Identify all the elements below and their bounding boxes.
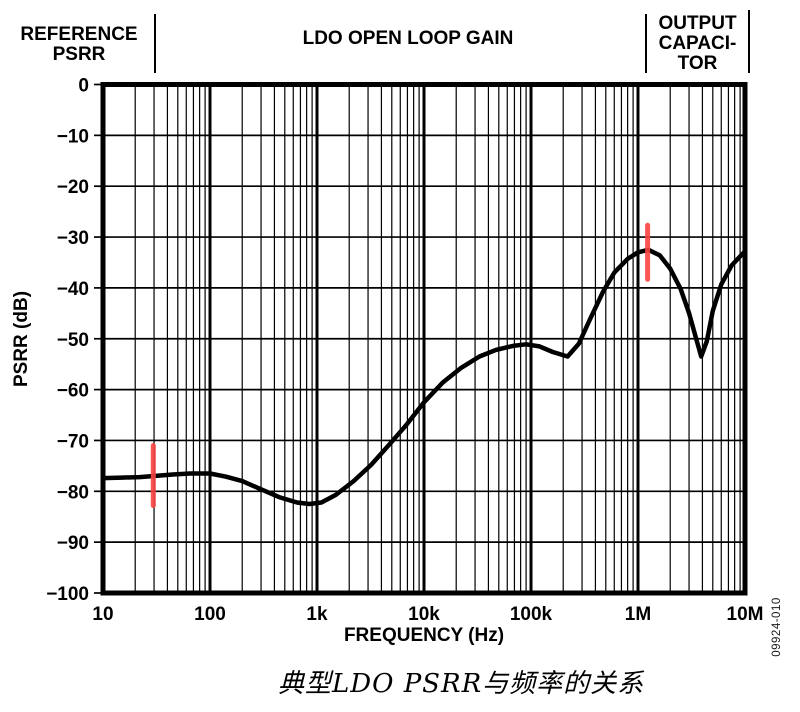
- psrr-curve: [100, 247, 748, 507]
- x-axis-label: FREQUENCY (Hz): [343, 625, 505, 646]
- figure-number: 09924-010: [771, 597, 783, 657]
- region-label-ldo-open-loop-gain: LDO OPEN LOOP GAIN: [302, 28, 514, 49]
- region-divider-left: [154, 14, 156, 73]
- y-tick-label: −10: [57, 126, 89, 147]
- region-label-output-capacitor-line3: TOR: [677, 53, 718, 74]
- y-tick-label: −40: [57, 279, 89, 300]
- region-label-reference-psrr-line2: PSRR: [52, 44, 106, 65]
- plot-border: [100, 82, 748, 596]
- x-tick-label: 1M: [625, 604, 651, 625]
- y-tick-label: −20: [57, 177, 89, 198]
- region-divider-right: [748, 10, 750, 73]
- x-tick-label: 100: [194, 604, 226, 625]
- y-tick-label: −60: [57, 381, 89, 402]
- region-label-reference-psrr-line1: REFERENCE: [20, 24, 138, 45]
- y-tick-label: 0: [78, 76, 89, 97]
- cursor-low-frequency: [150, 443, 156, 509]
- x-tick-label: 1k: [306, 604, 328, 625]
- figure-caption: 典型LDO PSRR与频率的关系: [278, 669, 645, 699]
- y-axis-label: PSRR (dB): [11, 290, 32, 388]
- y-tick-label: −80: [57, 482, 89, 503]
- y-tick-label: −90: [57, 533, 89, 554]
- x-tick-label: 100k: [510, 604, 553, 625]
- y-tick-label: −30: [57, 228, 89, 249]
- region-divider-mid: [645, 14, 647, 73]
- region-label-output-capacitor-line1: OUTPUT: [658, 13, 737, 34]
- y-tick-label: −50: [57, 330, 89, 351]
- x-tick-label: 10k: [408, 604, 440, 625]
- x-tick-label: 10: [92, 604, 113, 625]
- y-tick-label: −70: [57, 431, 89, 452]
- cursor-high-frequency: [645, 222, 651, 282]
- region-label-output-capacitor: OUTPUT CAPACI- TOR: [647, 14, 748, 74]
- region-label-reference-psrr: REFERENCE PSRR: [0, 25, 158, 65]
- region-label-output-capacitor-line2: CAPACI-: [658, 33, 737, 54]
- y-tick-label: −100: [46, 584, 89, 605]
- x-tick-label: 10M: [727, 604, 764, 625]
